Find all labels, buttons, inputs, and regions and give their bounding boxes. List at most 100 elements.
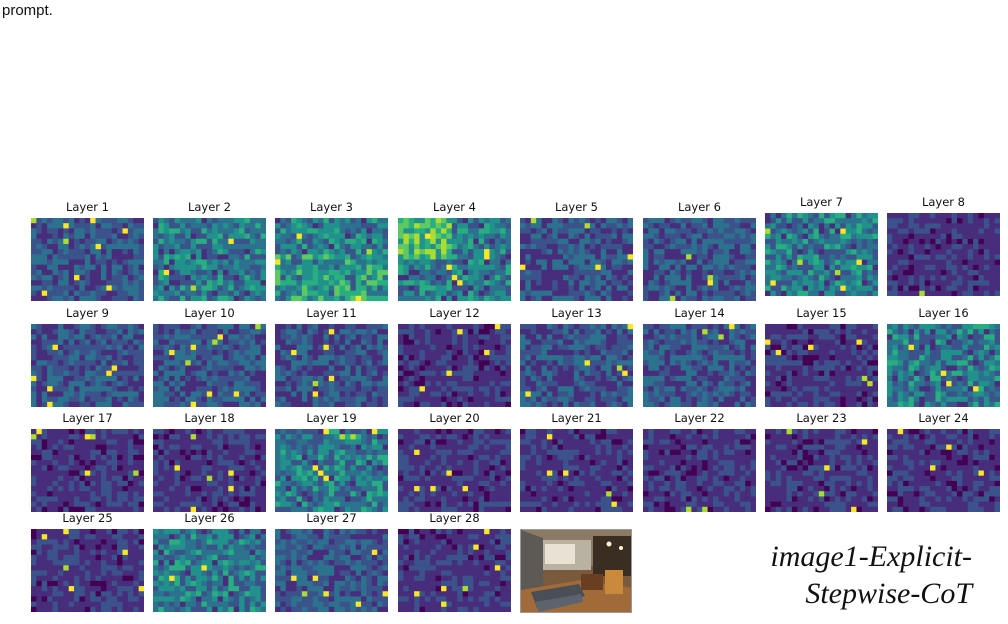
heatmap-cell (897, 218, 904, 224)
heatmap-cell (770, 370, 777, 377)
heatmap-cell (361, 264, 367, 271)
heatmap-cell (829, 329, 836, 335)
heatmap-cell (648, 365, 655, 372)
heatmap-cell (122, 401, 129, 407)
heatmap-cell (350, 269, 357, 276)
heatmap-cell (296, 396, 303, 403)
heatmap-cell (589, 238, 596, 245)
heatmap-cell (813, 290, 820, 296)
heatmap-cell (892, 213, 899, 219)
heatmap-cell (734, 290, 741, 297)
heatmap-cell (584, 381, 591, 387)
heatmap-cell (622, 391, 629, 398)
heatmap-cell (723, 264, 730, 271)
heatmap-cell (750, 280, 756, 286)
heatmap-cell (307, 401, 314, 407)
heatmap-cell (606, 401, 612, 407)
heatmap-cell (734, 401, 741, 407)
heatmap-cell (323, 349, 330, 356)
heatmap-cell (478, 269, 485, 276)
heatmap-cell (745, 355, 752, 361)
heatmap-cell (163, 264, 170, 271)
heatmap-cell (169, 264, 175, 271)
heatmap-cell (201, 386, 208, 392)
heatmap-cell (244, 233, 251, 240)
heatmap-cell (244, 243, 251, 250)
heatmap-cell (398, 370, 404, 377)
heatmap-cell (318, 275, 324, 281)
heatmap-cell (919, 285, 926, 292)
heatmap-cell (296, 360, 303, 366)
heatmap-cell (408, 339, 415, 346)
heatmap-cell (74, 365, 80, 372)
heatmap-cell (989, 275, 996, 281)
heatmap-cell (111, 223, 118, 229)
heatmap-cell (897, 270, 904, 276)
heatmap-cell (285, 339, 292, 346)
heatmap-cell (973, 218, 979, 224)
heatmap-cell (84, 349, 91, 356)
heatmap-cell (361, 375, 367, 382)
heatmap-cell (606, 223, 612, 229)
heatmap-cell (791, 275, 798, 281)
heatmap-cell (813, 360, 820, 366)
heatmap-cell (946, 280, 952, 287)
heatmap-cell (239, 334, 245, 340)
heatmap-cell (318, 396, 324, 403)
heatmap-cell (285, 223, 292, 229)
heatmap-cell (212, 386, 218, 392)
heatmap-cell (552, 360, 559, 366)
heatmap-cell (377, 324, 384, 330)
heatmap-cell (301, 375, 308, 382)
heatmap-cell (296, 324, 303, 330)
heatmap-cell (908, 290, 915, 296)
heatmap-cell (74, 295, 80, 301)
heatmap-cell (606, 269, 612, 276)
heatmap-cell (47, 269, 53, 276)
heatmap-cell (179, 324, 186, 330)
heatmap-cell (520, 334, 526, 340)
heatmap-cell (723, 285, 730, 292)
heatmap-cell (196, 360, 202, 366)
heatmap-cell (435, 249, 442, 255)
heatmap-cell (158, 375, 165, 382)
heatmap-cell (233, 264, 240, 271)
heatmap-cell (41, 391, 48, 398)
heatmap-cell (275, 228, 281, 234)
heatmap-cell (702, 396, 708, 403)
heatmap-cell (233, 295, 240, 301)
heatmap-cell (616, 249, 623, 255)
heatmap-cell (74, 259, 80, 266)
heatmap-cell (500, 349, 507, 356)
heatmap-cell (196, 391, 202, 398)
heatmap-cell (595, 386, 602, 392)
heatmap-cell (584, 249, 591, 255)
heatmap-cell (52, 386, 59, 392)
heatmap-cell (696, 349, 703, 356)
heatmap-cell (462, 344, 469, 351)
heatmap-cell (675, 365, 682, 372)
heatmap-cell (457, 285, 463, 292)
heatmap-cell (185, 259, 192, 266)
heatmap-cell (680, 386, 687, 392)
heatmap-cell (36, 275, 43, 281)
heatmap-cell (791, 270, 798, 276)
heatmap-cell (350, 386, 357, 392)
heatmap-cell (568, 334, 575, 340)
heatmap-cell (627, 254, 633, 260)
heatmap-cell (419, 329, 426, 335)
heatmap-cell (536, 401, 542, 407)
heatmap-cell (36, 259, 43, 266)
heatmap-cell (686, 329, 692, 335)
heatmap-cell (494, 375, 501, 382)
heatmap-cell (627, 386, 633, 392)
heatmap-cell (111, 269, 118, 276)
heatmap-cell (100, 218, 107, 224)
heatmap-cell (712, 285, 719, 292)
heatmap-cell (659, 391, 665, 398)
heatmap-cell (536, 264, 542, 271)
heatmap-cell (117, 349, 123, 356)
heatmap-cell (57, 370, 64, 377)
heatmap-cell (285, 355, 292, 361)
heatmap-cell (451, 375, 458, 382)
